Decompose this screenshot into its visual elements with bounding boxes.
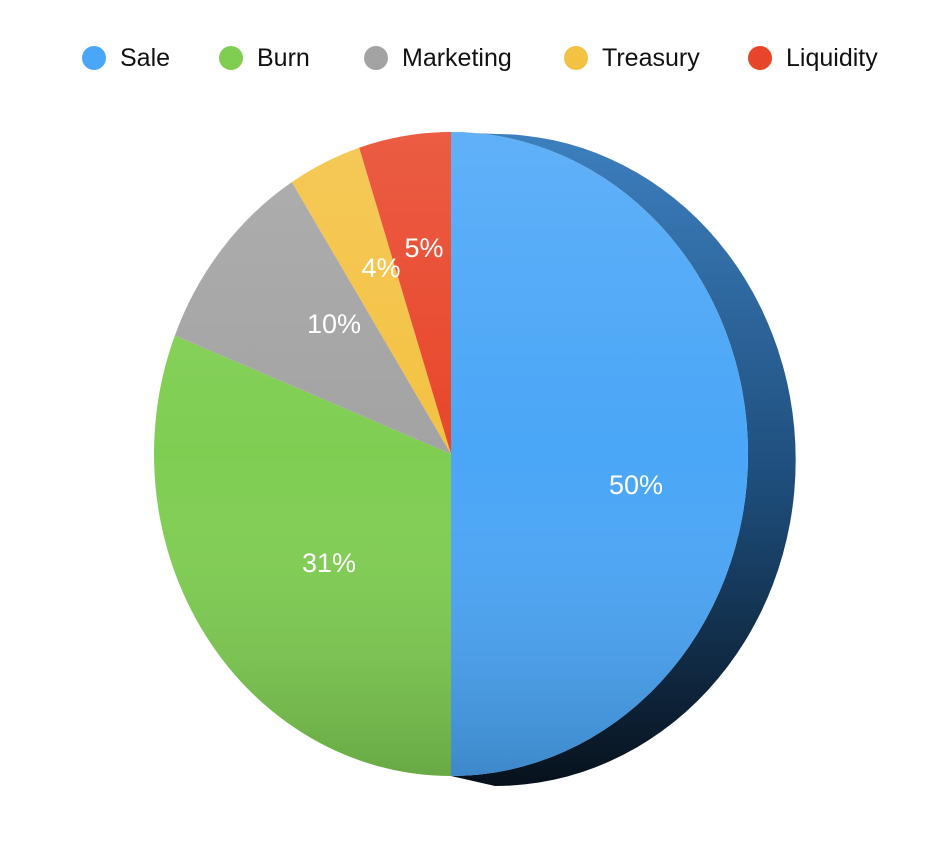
legend-item-treasury: Treasury bbox=[564, 38, 700, 78]
pie-slices bbox=[154, 132, 748, 776]
legend-label-treasury: Treasury bbox=[602, 43, 700, 72]
legend-swatch-sale bbox=[82, 46, 106, 70]
legend-swatch-liquidity bbox=[748, 46, 772, 70]
legend-item-marketing: Marketing bbox=[364, 38, 512, 78]
pie-value-label-sale: 50% bbox=[609, 470, 663, 500]
legend-label-liquidity: Liquidity bbox=[786, 43, 878, 72]
legend-item-liquidity: Liquidity bbox=[748, 38, 878, 78]
pie-value-labels: 50% 31% 10%4%5% bbox=[302, 233, 663, 578]
legend-label-marketing: Marketing bbox=[402, 43, 512, 72]
legend-label-sale: Sale bbox=[120, 43, 171, 72]
pie-value-label-treasury: 4% bbox=[361, 253, 400, 283]
legend-label-burn: Burn bbox=[257, 43, 310, 72]
pie-value-label-liquidity: 5% bbox=[404, 233, 443, 263]
pie-value-label-marketing: 10% bbox=[307, 309, 361, 339]
legend-swatch-marketing bbox=[364, 46, 388, 70]
legend-item-sale: Sale bbox=[82, 38, 170, 78]
chart-legend: Sale Burn Marketing Treasury Liquidity bbox=[0, 38, 952, 78]
legend-item-burn: Burn bbox=[219, 38, 310, 78]
legend-swatch-burn bbox=[219, 46, 243, 70]
legend-swatch-treasury bbox=[564, 46, 588, 70]
pie-value-label-burn: 31% bbox=[302, 548, 356, 578]
